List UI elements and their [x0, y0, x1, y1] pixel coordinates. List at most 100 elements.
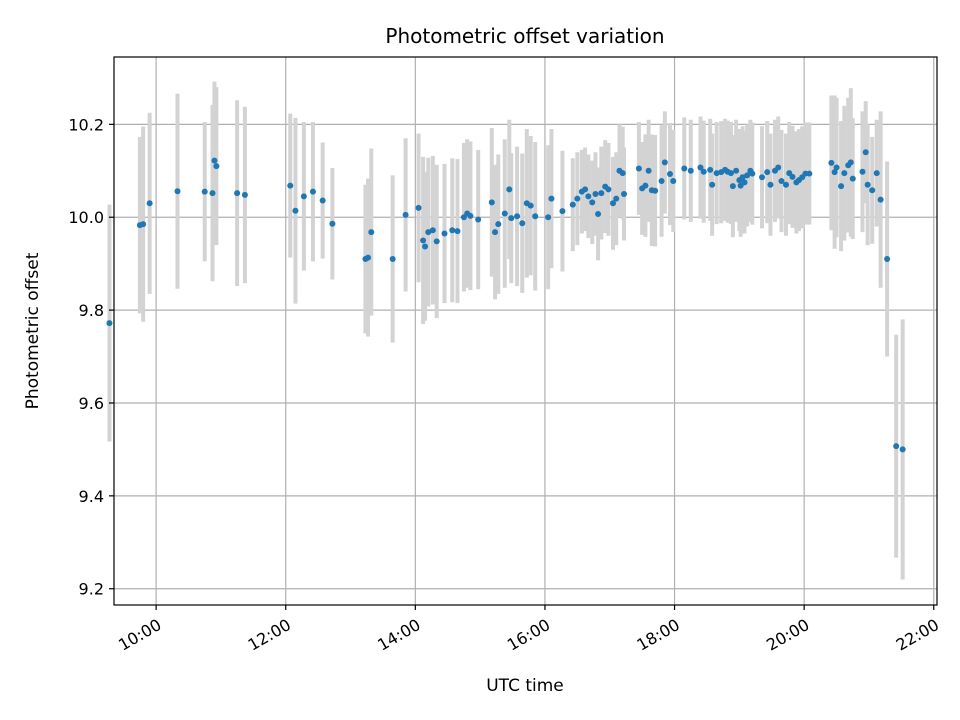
- data-point: [425, 229, 432, 236]
- plot-frame: [113, 56, 938, 606]
- data-point: [592, 191, 599, 197]
- data-point: [670, 177, 677, 184]
- y-tick-label: 10.0: [68, 208, 104, 227]
- y-tick-label: 10.2: [68, 115, 104, 134]
- data-point: [806, 170, 813, 177]
- data-point: [467, 212, 474, 219]
- data-point: [569, 201, 576, 208]
- data-point: [645, 167, 652, 174]
- data-point: [174, 188, 181, 195]
- data-point: [733, 167, 740, 174]
- data-point: [146, 200, 153, 207]
- data-point: [828, 159, 835, 166]
- data-point: [234, 190, 241, 197]
- data-point: [661, 159, 668, 166]
- data-point: [501, 210, 508, 217]
- data-point: [492, 229, 499, 236]
- data-point: [211, 157, 218, 164]
- data-point: [658, 177, 665, 184]
- data-point: [106, 320, 113, 327]
- data-point: [727, 170, 734, 177]
- data-point: [368, 229, 375, 236]
- data-point: [764, 169, 771, 176]
- data-point: [506, 186, 513, 193]
- data-point: [841, 170, 848, 177]
- data-point: [783, 181, 790, 188]
- data-point: [741, 179, 748, 186]
- data-point: [873, 170, 880, 177]
- data-point: [595, 210, 602, 217]
- data-point: [287, 182, 294, 189]
- data-point: [241, 191, 248, 198]
- data-point: [433, 238, 440, 245]
- data-point: [884, 256, 891, 263]
- data-point: [775, 164, 782, 171]
- data-point: [609, 200, 616, 207]
- data-point: [838, 183, 845, 190]
- data-point: [619, 170, 626, 177]
- data-point: [548, 195, 555, 202]
- data-point: [862, 149, 869, 156]
- data-point: [429, 227, 436, 234]
- data-point: [201, 188, 208, 195]
- data-point: [508, 215, 515, 222]
- data-point: [859, 168, 866, 175]
- data-point: [209, 190, 216, 197]
- data-point: [697, 164, 704, 171]
- data-point: [420, 237, 427, 244]
- data-point: [893, 443, 900, 450]
- data-point: [519, 220, 526, 227]
- data-point: [475, 216, 482, 223]
- data-point: [300, 193, 307, 200]
- y-tick-label: 9.4: [79, 487, 104, 506]
- data-point: [849, 175, 856, 182]
- data-point: [140, 221, 147, 228]
- data-point: [415, 204, 422, 211]
- x-axis-label: UTC time: [486, 676, 564, 696]
- y-tick-label: 9.6: [79, 394, 104, 413]
- data-point: [613, 195, 620, 202]
- data-point: [681, 165, 688, 172]
- data-point: [422, 243, 429, 250]
- data-point: [652, 187, 659, 194]
- y-axis-label: Photometric offset: [23, 252, 43, 409]
- data-point: [744, 172, 751, 179]
- data-point: [495, 221, 502, 228]
- data-point: [514, 213, 521, 220]
- y-tick-label: 9.2: [79, 580, 104, 599]
- data-point: [213, 163, 220, 170]
- data-point: [847, 159, 854, 166]
- data-point: [389, 256, 396, 263]
- data-point: [707, 166, 714, 173]
- data-point: [532, 213, 539, 220]
- data-point: [292, 207, 299, 214]
- data-point: [598, 190, 605, 197]
- data-point: [869, 187, 876, 194]
- data-point: [713, 170, 720, 177]
- data-point: [749, 170, 756, 177]
- data-point: [527, 202, 534, 209]
- data-point: [488, 199, 495, 206]
- data-point: [585, 193, 592, 200]
- data-point: [899, 446, 906, 453]
- data-point: [454, 228, 461, 235]
- data-point: [559, 208, 566, 215]
- y-axis: 9.2 9.4 9.6 9.8 10.0 10.2: [68, 115, 114, 599]
- data-point: [864, 181, 871, 188]
- data-point: [402, 211, 409, 218]
- data-points: [106, 149, 906, 453]
- data-point: [582, 186, 589, 193]
- data-point: [574, 195, 581, 202]
- data-point: [700, 168, 707, 175]
- y-tick-label: 9.8: [79, 301, 104, 320]
- data-point: [589, 199, 596, 206]
- data-point: [642, 182, 649, 189]
- data-point: [605, 186, 612, 193]
- data-point: [831, 169, 838, 176]
- data-point: [729, 183, 736, 190]
- data-point: [877, 196, 884, 203]
- data-point: [319, 197, 326, 204]
- data-point: [441, 230, 448, 237]
